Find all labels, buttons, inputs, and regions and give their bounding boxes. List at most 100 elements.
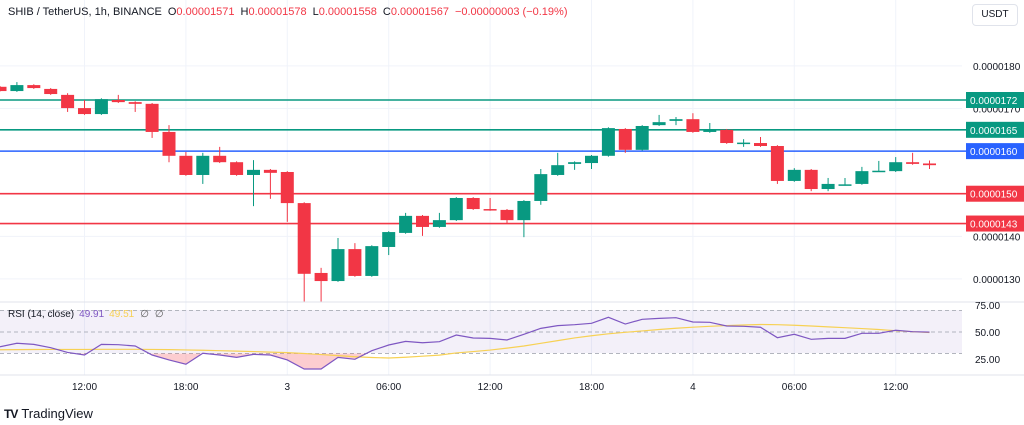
candle-body xyxy=(669,119,683,121)
candle xyxy=(145,102,159,138)
candle xyxy=(669,117,683,126)
candle-body xyxy=(568,162,582,164)
candle xyxy=(923,160,936,170)
candle xyxy=(652,114,666,126)
candle xyxy=(128,101,142,112)
candle xyxy=(466,197,480,210)
candle-body xyxy=(652,122,666,126)
candle-body xyxy=(27,85,41,89)
candle-body xyxy=(365,246,379,276)
candle xyxy=(196,152,210,184)
price-tick-label: 0.0000170 xyxy=(973,105,1021,116)
candle-body xyxy=(196,155,210,175)
candle-body xyxy=(720,129,734,144)
candle-body xyxy=(263,169,277,173)
candle xyxy=(686,113,700,133)
level-tag xyxy=(966,143,1024,160)
candle xyxy=(348,243,362,277)
candle xyxy=(601,127,615,157)
level-tag-label: 0.0000150 xyxy=(970,190,1018,201)
candle-body xyxy=(585,155,598,164)
candle-body xyxy=(128,102,142,104)
level-tag-label: 0.0000160 xyxy=(970,147,1018,158)
high-value: 0.00001578 xyxy=(248,6,307,18)
rsi-line xyxy=(0,316,930,370)
candle-body xyxy=(230,162,244,175)
candle-body xyxy=(432,220,446,227)
time-tick-label: 4 xyxy=(690,382,696,393)
rsi-bands xyxy=(0,310,962,354)
candle xyxy=(27,84,41,89)
candle-body xyxy=(804,169,818,190)
low-value: 0.00001558 xyxy=(318,6,377,18)
candle-body xyxy=(247,169,260,175)
time-tick-label: 18:00 xyxy=(579,382,604,393)
rsi-legend[interactable]: RSI (14, close) 49.91 49.51 ∅ ∅ xyxy=(8,309,164,320)
level-tag-label: 0.0000165 xyxy=(970,126,1018,137)
candle xyxy=(416,215,429,236)
candle-body xyxy=(923,163,936,166)
symbol-title: SHIB / TetherUS, 1h, BINANCE xyxy=(8,6,162,18)
rsi-na-2: ∅ xyxy=(154,309,164,320)
candle xyxy=(297,202,311,302)
candle-body xyxy=(635,125,649,150)
candle-body xyxy=(382,232,396,247)
price-tick-label: 0.0000130 xyxy=(973,275,1021,286)
candle-body xyxy=(517,200,531,221)
candle-body xyxy=(399,215,413,233)
time-tick-label: 12:00 xyxy=(72,382,97,393)
candle-body xyxy=(483,209,497,211)
grid xyxy=(0,0,962,375)
symbol-legend: SHIB / TetherUS, 1h, BINANCE O0.00001571 H… xyxy=(8,6,574,18)
candle xyxy=(314,267,328,302)
candle xyxy=(263,169,277,199)
candle xyxy=(889,157,903,172)
candle xyxy=(703,123,717,133)
rsi-tick-label: 50.00 xyxy=(975,328,1000,339)
candle xyxy=(10,82,24,92)
open-label: O xyxy=(167,6,177,18)
price-tick-label: 0.0000140 xyxy=(973,232,1021,243)
candle xyxy=(585,154,598,170)
time-tick-label: 06:00 xyxy=(376,382,401,393)
candle xyxy=(787,168,801,182)
level-tag xyxy=(966,121,1024,138)
change-value: −0.00000003 (−0.19%) xyxy=(454,6,568,18)
candle-body xyxy=(551,165,565,175)
candles xyxy=(0,82,936,302)
level-tag xyxy=(966,92,1024,108)
currency-button[interactable]: USDT xyxy=(972,4,1018,26)
candle-body xyxy=(821,183,835,190)
candle xyxy=(517,200,531,238)
time-tick-label: 06:00 xyxy=(782,382,807,393)
candle xyxy=(179,151,193,176)
candle-body xyxy=(145,103,159,132)
price-axis[interactable]: 0.0000180 0.0000170 0.0000140 0.0000130 75.0… xyxy=(973,62,1021,366)
level-tag xyxy=(966,185,1024,202)
tradingview-brand[interactable]: TV TradingView xyxy=(4,406,93,421)
candle xyxy=(872,160,886,173)
candle-body xyxy=(787,169,801,181)
tradingview-name: TradingView xyxy=(21,406,93,421)
candle-body xyxy=(601,128,615,156)
rsi-ma-line xyxy=(0,323,930,359)
candle xyxy=(449,197,463,221)
candle-body xyxy=(838,184,852,186)
candle xyxy=(855,166,869,185)
close-value: 0.00001567 xyxy=(390,6,449,18)
rsi-ma-value: 49.51 xyxy=(109,309,135,320)
candle-body xyxy=(906,162,920,164)
candle-body xyxy=(534,174,548,201)
candle xyxy=(399,212,413,234)
time-tick-label: 12:00 xyxy=(478,382,503,393)
time-axis[interactable]: 12:00 18:00 3 06:00 12:00 18:00 4 06:00 12:00 xyxy=(0,374,1024,393)
candle xyxy=(838,177,852,186)
candle xyxy=(720,128,734,144)
candle xyxy=(280,171,294,222)
candle xyxy=(500,209,514,224)
candle-body xyxy=(466,197,480,210)
candle-body xyxy=(770,146,784,181)
candle-body xyxy=(44,88,58,95)
candle xyxy=(821,177,835,192)
